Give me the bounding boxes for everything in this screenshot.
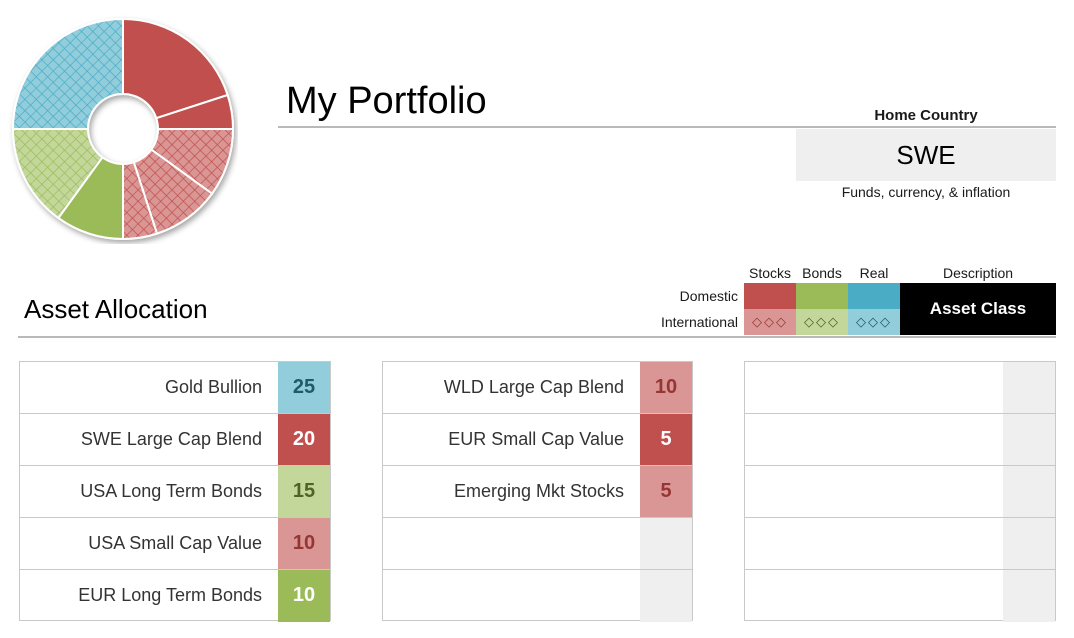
asset-name[interactable] — [745, 362, 1003, 413]
asset-name[interactable]: WLD Large Cap Blend — [443, 377, 624, 397]
legend-header-stocks: Stocks — [748, 265, 791, 281]
title-divider — [278, 126, 1056, 128]
allocation-table-2: WLD Large Cap Blend 10 EUR Small Cap Value… — [382, 361, 693, 622]
table-row[interactable]: USA Small Cap Value 10 — [20, 518, 330, 570]
home-country-label: Home Country — [874, 107, 978, 124]
asset-name[interactable] — [383, 570, 640, 622]
legend-header-bonds: Bonds — [802, 265, 842, 281]
table-row[interactable]: Emerging Mkt Stocks 5 — [383, 466, 692, 518]
allocation-percent[interactable]: 10 — [640, 362, 692, 413]
donut-slice — [11, 128, 104, 220]
table-row[interactable] — [745, 570, 1055, 622]
allocation-percent[interactable] — [1003, 570, 1055, 622]
asset-name[interactable]: USA Long Term Bonds — [80, 481, 262, 501]
allocation-percent[interactable] — [1003, 362, 1055, 413]
allocation-percent[interactable]: 25 — [278, 362, 330, 413]
swatch-stocks-domestic — [744, 283, 796, 309]
page-title: My Portfolio — [286, 80, 487, 122]
swatch-stocks-international: ◇◇◇ — [744, 309, 796, 335]
allocation-table-1: Gold Bullion 25 SWE Large Cap Blend 20 USA L… — [19, 361, 331, 622]
allocation-percent[interactable]: 5 — [640, 414, 692, 465]
asset-name[interactable]: SWE Large Cap Blend — [80, 429, 262, 449]
asset-allocation-divider — [18, 336, 1056, 338]
home-country-note: Funds, currency, & inflation — [841, 184, 1011, 200]
table-row[interactable] — [745, 414, 1055, 466]
legend-header-description: Description — [942, 265, 1014, 281]
allocation-donut-chart — [11, 17, 235, 241]
legend-header-real: Real — [859, 265, 889, 281]
allocation-percent[interactable] — [640, 518, 692, 569]
table-row[interactable]: EUR Long Term Bonds 10 — [20, 570, 330, 622]
asset-allocation-title: Asset Allocation — [24, 294, 208, 324]
allocation-percent[interactable] — [640, 570, 692, 622]
swatch-bonds-domestic — [796, 283, 848, 309]
allocation-percent[interactable]: 15 — [278, 466, 330, 517]
allocation-percent[interactable] — [1003, 518, 1055, 569]
table-row[interactable]: Gold Bullion 25 — [20, 362, 330, 414]
asset-name[interactable]: EUR Small Cap Value — [448, 429, 624, 449]
asset-name[interactable] — [745, 414, 1003, 465]
swatch-bonds-international: ◇◇◇ — [796, 309, 848, 335]
allocation-table-3 — [744, 361, 1056, 622]
table-row[interactable]: SWE Large Cap Blend 20 — [20, 414, 330, 466]
allocation-percent[interactable] — [1003, 414, 1055, 465]
table-row[interactable] — [745, 518, 1055, 570]
home-country-field[interactable]: SWE — [796, 129, 1056, 181]
table-row[interactable] — [745, 466, 1055, 518]
table-row[interactable]: WLD Large Cap Blend 10 — [383, 362, 692, 414]
legend-row-international: International — [660, 314, 738, 330]
table-row[interactable] — [745, 362, 1055, 414]
asset-name[interactable] — [745, 466, 1003, 517]
swatch-real-domestic — [848, 283, 900, 309]
asset-name[interactable] — [745, 518, 1003, 569]
allocation-percent[interactable]: 5 — [640, 466, 692, 517]
donut-slice — [122, 17, 229, 120]
allocation-percent[interactable]: 10 — [278, 570, 330, 622]
table-row[interactable]: USA Long Term Bonds 15 — [20, 466, 330, 518]
asset-class-label: Asset Class — [900, 283, 1056, 335]
asset-name[interactable]: Gold Bullion — [164, 377, 262, 397]
asset-name[interactable]: USA Small Cap Value — [88, 533, 262, 553]
swatch-real-international: ◇◇◇ — [848, 309, 900, 335]
table-row[interactable] — [383, 570, 692, 622]
legend-row-domestic: Domestic — [679, 288, 738, 304]
table-row[interactable] — [383, 518, 692, 570]
allocation-percent[interactable] — [1003, 466, 1055, 517]
donut-slice — [11, 17, 124, 130]
allocation-percent[interactable]: 20 — [278, 414, 330, 465]
allocation-percent[interactable]: 10 — [278, 518, 330, 569]
asset-name[interactable]: EUR Long Term Bonds — [78, 585, 262, 605]
asset-name[interactable] — [383, 518, 640, 569]
table-row[interactable]: EUR Small Cap Value 5 — [383, 414, 692, 466]
asset-name[interactable]: Emerging Mkt Stocks — [453, 481, 624, 501]
asset-name[interactable] — [745, 570, 1003, 622]
